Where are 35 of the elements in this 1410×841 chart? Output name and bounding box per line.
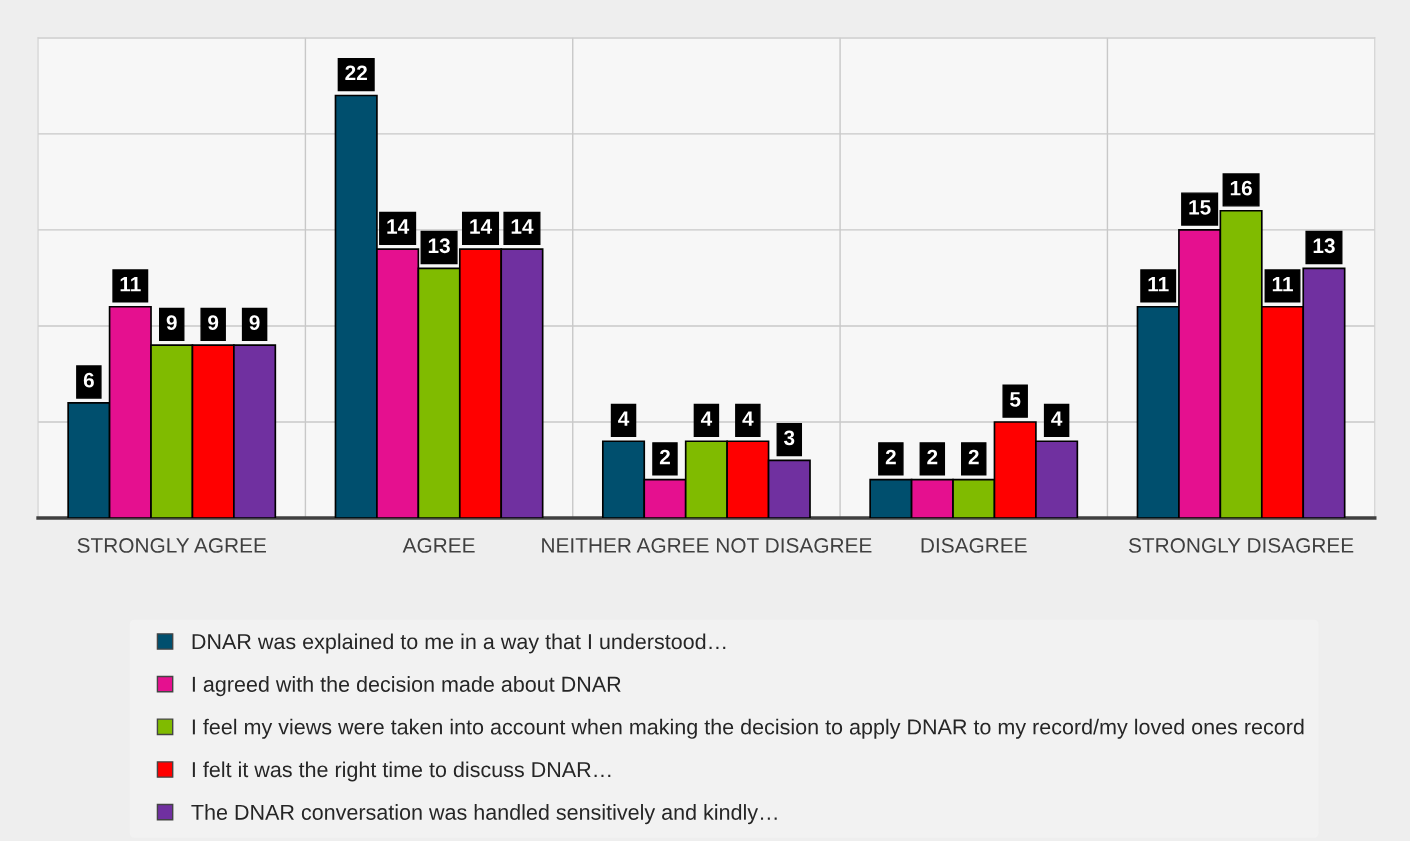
data-label: 6	[83, 372, 94, 388]
x-tick-label: STRONGLY AGREE	[77, 538, 266, 553]
legend-label: I felt it was the right time to discuss DNAR…	[192, 761, 611, 782]
legend-label: The DNAR conversation was handled sensitively and kindly…	[191, 804, 777, 825]
data-label: 4	[1051, 411, 1063, 426]
data-label: 13	[1313, 238, 1335, 254]
data-label: 4	[700, 411, 713, 426]
data-label: 9	[166, 315, 177, 330]
data-label: 9	[249, 315, 260, 330]
data-label: 2	[968, 449, 979, 465]
data-label: 13	[428, 238, 450, 254]
data-label: 2	[885, 449, 896, 465]
data-label: 14	[470, 219, 492, 234]
data-label: 4	[618, 411, 630, 426]
data-label: 3	[783, 430, 795, 446]
legend-label: I agreed with the decision made about DNAR	[192, 676, 621, 697]
data-label: 14	[511, 219, 534, 234]
data-label: 11	[1272, 277, 1293, 292]
legend-label: DNAR was explained to me in a way that I understood…	[192, 633, 726, 654]
x-tick-label: DISAGREE	[921, 538, 1027, 553]
data-label: 16	[1230, 180, 1252, 196]
data-label: 11	[120, 277, 141, 292]
data-label: 2	[927, 449, 938, 465]
x-tick-label: STRONGLY DISAGREE	[1128, 538, 1354, 553]
x-tick-label: NEITHER AGREE NOT DISAGREE	[542, 538, 872, 553]
x-tick-label: AGREE	[402, 538, 475, 553]
data-label: 22	[345, 65, 367, 81]
data-label: 11	[1148, 277, 1169, 292]
data-label: 4	[742, 411, 754, 426]
data-label: 15	[1189, 200, 1211, 215]
data-label: 5	[1010, 392, 1021, 407]
data-label: 9	[208, 315, 219, 330]
data-label: 2	[659, 449, 670, 465]
legend-label: I feel my views were taken into account when making the decision to apply DNAR to my record/my loved ones record	[192, 718, 1304, 739]
data-label: 14	[387, 219, 410, 234]
